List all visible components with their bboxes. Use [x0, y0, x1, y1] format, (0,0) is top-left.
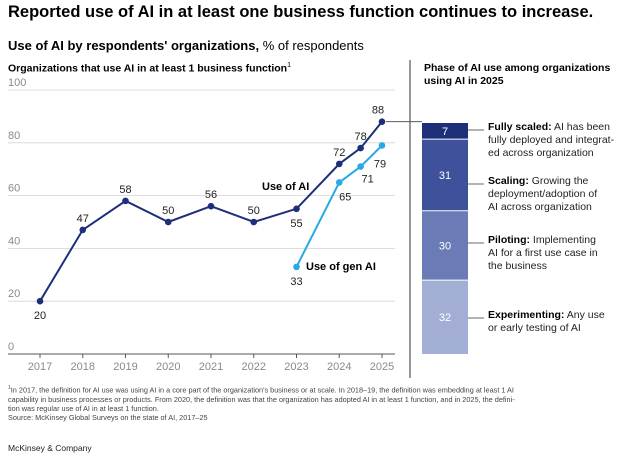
- data-label-use-of-ai-2021: 56: [205, 189, 217, 201]
- data-label-use-of-ai-2024: 72: [333, 147, 345, 159]
- data-label-use-of-ai-2018: 47: [77, 213, 89, 225]
- x-tick-label-2018: 2018: [71, 361, 95, 373]
- data-label-use-of-ai-2020: 50: [162, 205, 174, 217]
- data-label-use-of-ai-2023: 55: [290, 218, 302, 230]
- x-tick-label-2019: 2019: [113, 361, 137, 373]
- footnote-marker: 1: [8, 385, 11, 391]
- phase-desc-experimenting-2: or early testing of AI: [488, 322, 581, 334]
- source-note: Source: McKinsey Global Surveys on the s…: [8, 413, 208, 423]
- y-tick-label-20: 20: [8, 288, 20, 300]
- phase-desc-fully-scaled-2: fully deployed and integrat-: [488, 134, 615, 146]
- left-heading-text: Organizations that use AI in at least 1 …: [8, 62, 288, 75]
- phase-desc-piloting-3: the business: [488, 260, 547, 272]
- footnote-line-1: In 2017, the definition for AI use was u…: [10, 385, 514, 395]
- stacked-bar: 7 31 30 32: [422, 123, 468, 354]
- phase-name-scaling: Scaling:: [488, 175, 529, 187]
- phase-desc-fully-scaled-3: ed across organization: [488, 147, 594, 159]
- y-tick-label-0: 0: [8, 341, 14, 353]
- point-use-of-ai-2021: [207, 202, 215, 210]
- left-panel-heading: Organizations that use AI in at least 1 …: [8, 62, 291, 75]
- series-line-use-of-ai: [39, 121, 383, 302]
- point-use-of-ai-2020: [164, 218, 172, 226]
- point-use-of-ai-2023: [293, 205, 300, 213]
- point-use-of-ai-2024.5: [357, 144, 364, 152]
- data-label-use-of-ai-2022: 50: [248, 205, 260, 217]
- bar-segment-scaling: [422, 139, 468, 211]
- data-label-use-of-gen-ai-2024: 65: [339, 191, 351, 203]
- phase-desc-scaling-1: Growing the: [528, 175, 589, 187]
- phase-connectors: [386, 60, 484, 378]
- bar-value-experimenting: 32: [439, 312, 451, 324]
- bar-value-fully-scaled: 7: [442, 126, 448, 138]
- point-use-of-ai-2019: [122, 197, 129, 205]
- x-axis: 2017 2018 2019 2020 2021 2022 2023 2024 2025: [28, 354, 394, 373]
- phase-desc-scaling-2: deployment/adoption of: [488, 188, 598, 200]
- x-tick-label-2023: 2023: [284, 361, 308, 373]
- bar-value-scaling: 31: [439, 170, 451, 182]
- y-tick-label-60: 60: [8, 183, 20, 195]
- x-tick-label-2021: 2021: [199, 361, 223, 373]
- series-label-use-of-gen-ai: Use of gen AI: [306, 261, 376, 273]
- phase-desc-fully-scaled-1: AI has been: [551, 121, 610, 133]
- data-label-use-of-ai-2025: 88: [372, 105, 384, 117]
- x-tick-label-2025: 2025: [370, 361, 394, 373]
- x-tick-label-2017: 2017: [28, 361, 52, 373]
- point-use-of-gen-ai-2024.5: [357, 163, 364, 170]
- x-tick-label-2024: 2024: [327, 361, 351, 373]
- brand-footer: McKinsey & Company: [8, 443, 92, 453]
- phase-desc-piloting-2: AI for a first use case in: [488, 247, 598, 259]
- point-use-of-ai-2018: [79, 226, 87, 234]
- point-use-of-ai-2025: [378, 118, 386, 125]
- point-use-of-ai-2024: [335, 160, 343, 168]
- subtitle-unit: % of respondents: [259, 38, 364, 53]
- point-use-of-gen-ai-2025: [378, 142, 386, 149]
- x-tick-label-2020: 2020: [156, 361, 180, 373]
- point-use-of-gen-ai-2023: [293, 263, 300, 271]
- phase-desc-experimenting-1: Any use: [564, 309, 605, 321]
- series-line-use-of-gen-ai: [295, 144, 383, 268]
- data-label-use-of-ai-2024.5: 78: [355, 131, 367, 143]
- phase-name-experimenting: Experimenting:: [488, 309, 565, 321]
- bar-segment-experimenting: [422, 280, 468, 354]
- point-use-of-gen-ai-2024: [335, 179, 343, 186]
- phase-label-scaling: Scaling: Growing the deployment/adoption …: [488, 175, 628, 214]
- footnote-line-2: capability in business processes or prod…: [8, 394, 515, 404]
- phase-name-piloting: Piloting:: [488, 234, 530, 246]
- bar-segment-fully-scaled: [422, 123, 468, 140]
- subtitle-bold: Use of AI by respondents' organizations,: [8, 38, 260, 53]
- phase-label-fully-scaled: Fully scaled: AI has been fully deployed …: [488, 121, 628, 160]
- phase-label-piloting: Piloting: Implementing AI for a first use…: [488, 234, 628, 273]
- data-label-use-of-ai-2019: 58: [119, 184, 131, 196]
- y-tick-label-80: 80: [8, 130, 20, 142]
- bar-segment-piloting: [422, 210, 468, 281]
- data-label-use-of-gen-ai-2025: 79: [374, 158, 386, 170]
- phase-name-fully-scaled: Fully scaled:: [488, 121, 552, 133]
- point-use-of-ai-2022: [250, 218, 258, 226]
- footnote-line-3: tion was regular use of AI in at least 1…: [8, 403, 159, 413]
- left-heading-footnote-marker: 1: [287, 62, 291, 69]
- footnote: 1In 2017, the definition for AI use was …: [8, 384, 618, 422]
- point-use-of-ai-2017: [36, 297, 44, 305]
- bar-value-piloting: 30: [439, 240, 451, 252]
- y-axis: 0 20 40 60 80 100: [8, 77, 26, 353]
- data-label-use-of-ai-2017: 20: [34, 310, 46, 322]
- data-label-use-of-gen-ai-2023: 33: [290, 276, 302, 288]
- gridlines: [8, 89, 395, 355]
- y-tick-label-100: 100: [8, 77, 26, 89]
- phase-label-experimenting: Experimenting: Any use or early testing o…: [488, 309, 628, 335]
- series-label-use-of-ai: Use of AI: [262, 181, 309, 193]
- data-label-use-of-gen-ai-2024.5: 71: [362, 174, 374, 186]
- phase-desc-scaling-3: AI across organization: [488, 201, 592, 213]
- chart-title: Reported use of AI in at least one busin…: [8, 3, 594, 21]
- chart-subtitle: Use of AI by respondents' organizations,…: [8, 38, 364, 53]
- right-panel-heading: Phase of AI use among organizations usin…: [424, 62, 611, 87]
- phase-desc-piloting-1: Implementing: [530, 234, 596, 246]
- x-tick-label-2022: 2022: [242, 361, 266, 373]
- y-tick-label-40: 40: [8, 235, 20, 247]
